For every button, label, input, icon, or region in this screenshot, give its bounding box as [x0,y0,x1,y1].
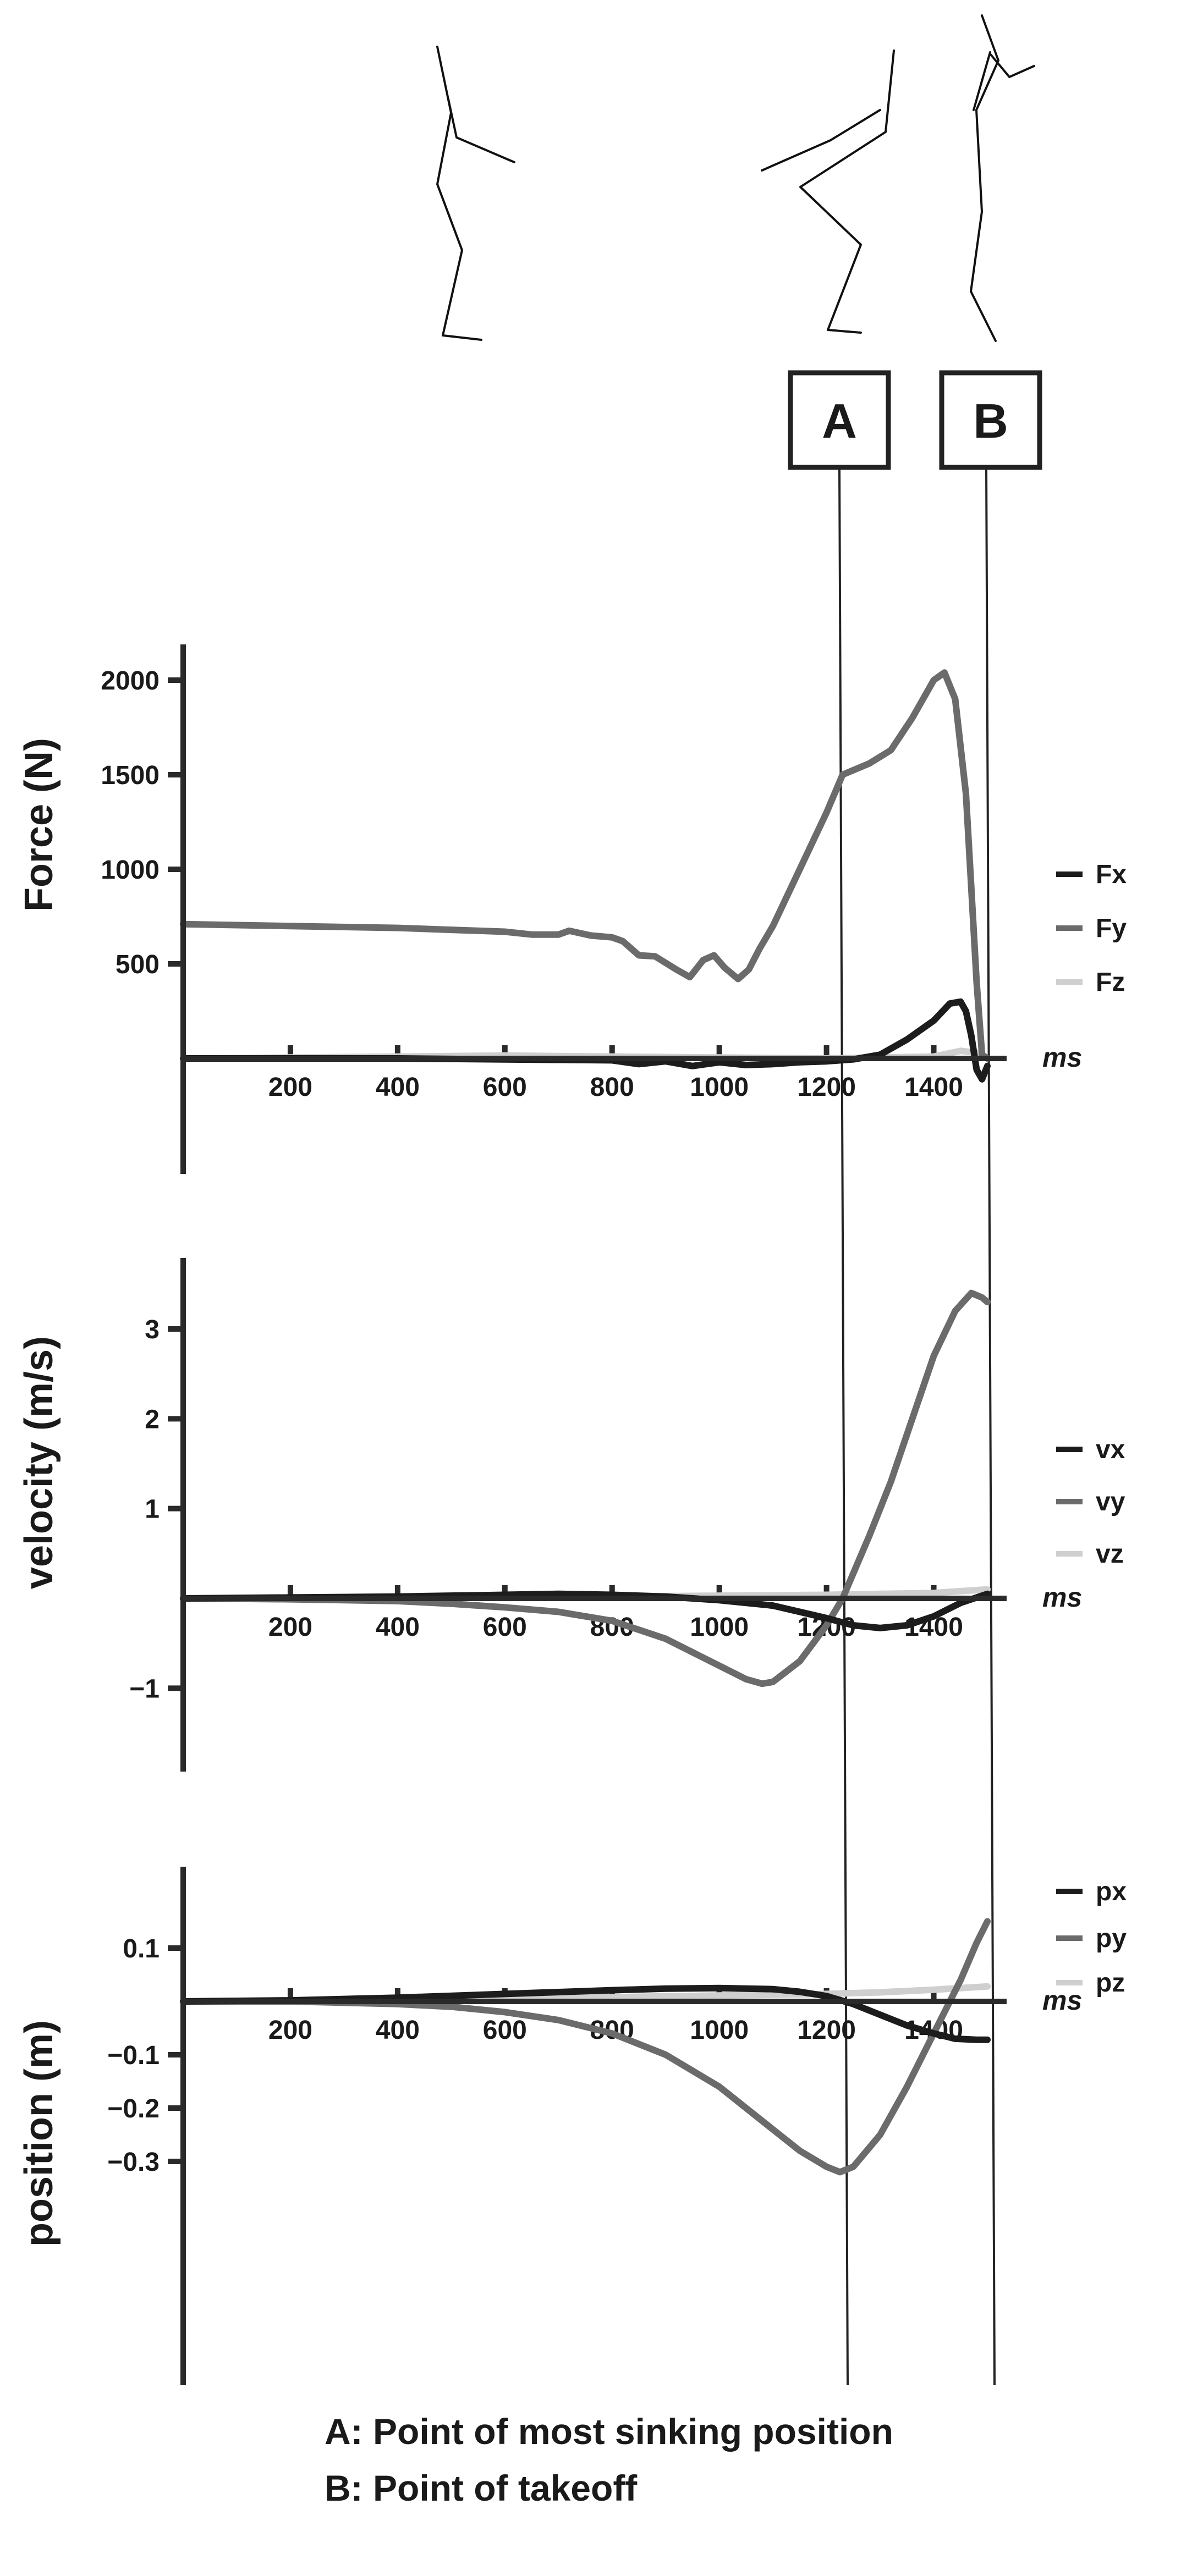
series-line-py [180,1918,991,2176]
series-line-vy [180,1289,991,1687]
position-series [180,1918,991,2176]
x-tick-label: 600 [483,2016,527,2045]
x-tick-label: 400 [376,1613,420,1642]
position-x-unit: ms [1042,1985,1082,2016]
x-tick-label: 200 [268,1073,312,1102]
marker-a-line [838,467,849,2386]
force-x-unit: ms [1042,1042,1082,1073]
marker-a: A [788,370,891,2386]
stick-figure-takeoff [970,14,1035,342]
legend-vz-label: vz [1096,1540,1124,1569]
force-x-ticks: 200 400 600 800 1000 1200 1400 [268,1045,963,1102]
y-tick-label: 3 [145,1315,160,1344]
x-tick-label: 1000 [690,2016,749,2045]
force-axis-label: Force (N) [17,738,61,912]
position-y-ticks: 0.1 −0.1 −0.2 −0.3 [107,1934,183,2177]
x-tick-label: 1200 [797,1073,856,1102]
force-panel: Force (N) 500 1000 1500 2000 200 400 600 800 10… [17,644,1127,1174]
y-tick-label: −0.3 [107,2148,160,2177]
y-tick-label: −0.1 [107,2041,160,2070]
position-legend: px py pz [1056,1877,1127,1998]
x-tick-label: 600 [483,1073,527,1102]
legend-px-label: px [1096,1877,1127,1906]
y-tick-label: −0.2 [107,2094,160,2123]
velocity-axis-label: velocity (m/s) [17,1336,61,1589]
y-tick-label: 2000 [101,666,160,696]
series-line-Fy [180,669,991,1062]
x-tick-label: 400 [376,2016,420,2045]
y-tick-label: 500 [116,950,160,979]
x-tick-label: 400 [376,1073,420,1102]
legend-py-label: py [1096,1924,1127,1953]
legend-fx-label: Fx [1096,860,1127,889]
force-y-ticks: 500 1000 1500 2000 [101,666,183,979]
x-tick-label: 800 [590,1073,634,1102]
velocity-legend: vx vy vz [1056,1435,1125,1569]
legend-vy-label: vy [1096,1487,1125,1516]
legend-fy-label: Fy [1096,914,1127,943]
force-legend: Fx Fy Fz [1056,860,1127,997]
legend-pz-label: pz [1096,1968,1125,1998]
series-line-vx [180,1590,991,1631]
force-series [180,669,991,1083]
marker-a-label: A [822,394,857,448]
legend-fz-label: Fz [1096,968,1125,997]
position-axis-label: position (m) [17,2020,61,2247]
y-tick-label: 1000 [101,856,160,885]
x-tick-label: 1200 [797,2016,856,2045]
x-tick-label: 200 [268,2016,312,2045]
position-panel: position (m) 0.1−0.1−0.2−0.3 200 400 600 80… [17,1867,1127,2385]
caption: A: Point of most sinking position B: Poi… [325,2411,893,2508]
y-tick-label: −1 [129,1674,160,1703]
stick-figure-crouch [761,49,895,334]
y-tick-label: 1 [145,1495,160,1524]
marker-b-line [985,467,996,2386]
marker-b: B [939,370,1042,2386]
velocity-y-ticks: −1 1 2 3 [129,1315,183,1703]
x-tick-label: 1400 [904,1073,963,1102]
x-tick-label: 200 [268,1613,312,1642]
stick-figure-standing [436,46,515,341]
x-tick-label: 1000 [690,1073,749,1102]
y-tick-label: 0.1 [123,1934,160,1963]
x-tick-label: 600 [483,1613,527,1642]
series-line-Fx [180,998,991,1083]
marker-b-label: B [973,394,1008,448]
caption-line-a: A: Point of most sinking position [325,2411,893,2452]
legend-vx-label: vx [1096,1435,1125,1464]
y-tick-label: 2 [145,1405,160,1434]
y-tick-label: 1500 [101,761,160,790]
series-line-px [180,1984,991,2043]
x-tick-label: 1000 [690,1613,749,1642]
marker-b-box [939,370,1042,470]
velocity-x-unit: ms [1042,1582,1082,1613]
caption-line-b: B: Point of takeoff [325,2468,638,2508]
